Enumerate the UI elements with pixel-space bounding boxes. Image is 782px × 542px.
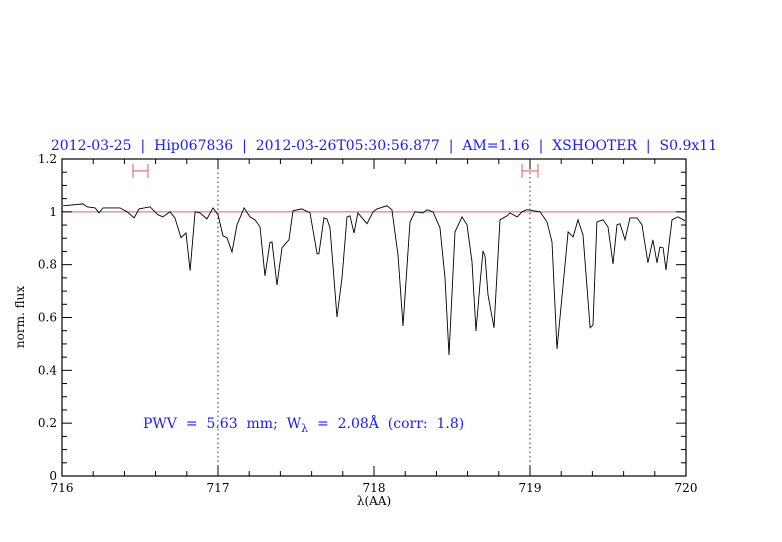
annotation-suffix: = 2.08Å (corr: 1.8) xyxy=(308,414,464,432)
x-tick-label: 717 xyxy=(207,481,230,495)
x-axis-label: λ(AA) xyxy=(357,494,391,508)
x-tick-label: 719 xyxy=(519,481,542,495)
y-tick-label: 1.2 xyxy=(38,152,57,166)
y-tick-label: 0.8 xyxy=(38,258,57,272)
x-tick-label: 720 xyxy=(675,481,698,495)
annotation-subscript: λ xyxy=(301,422,308,435)
chart-title: 2012-03-25 | Hip067836 | 2012-03-26T05:3… xyxy=(51,138,717,154)
y-axis-label: norm. flux xyxy=(13,286,27,348)
x-tick-label: 716 xyxy=(51,481,74,495)
spectrum-line xyxy=(63,203,686,356)
y-tick-label: 0.6 xyxy=(38,311,57,325)
y-tick-label: 1 xyxy=(49,205,57,219)
y-tick-label: 0.4 xyxy=(38,363,57,377)
pwv-annotation: PWV = 5.63 mm; Wλ = 2.08Å (corr: 1.8) xyxy=(143,414,464,435)
x-tick-label: 718 xyxy=(363,481,386,495)
y-tick-label: 0 xyxy=(49,469,57,483)
annotation-prefix: PWV = 5.63 mm; W xyxy=(143,416,302,432)
y-tick-label: 0.2 xyxy=(38,416,57,430)
